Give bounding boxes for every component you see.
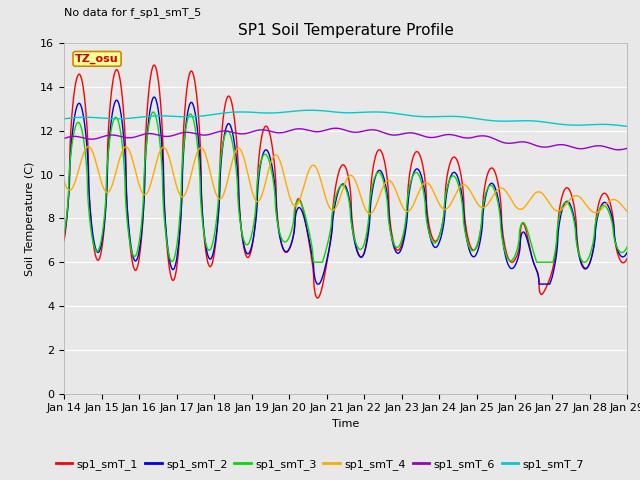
Line: sp1_smT_2: sp1_smT_2 (64, 97, 627, 284)
sp1_smT_6 (332, 125, 339, 131)
Text: TZ_osu: TZ_osu (76, 54, 119, 64)
sp1_smT_3 (161, 227, 169, 233)
sp1_smT_1 (623, 255, 631, 261)
sp1_smT_1 (60, 238, 68, 244)
sp1_smT_1 (161, 220, 169, 226)
sp1_smT_7 (161, 113, 169, 119)
sp1_smT_1 (472, 245, 480, 251)
sp1_smT_7 (623, 123, 630, 129)
sp1_smT_6 (614, 147, 622, 153)
sp1_smT_1 (325, 248, 333, 254)
Line: sp1_smT_3: sp1_smT_3 (64, 112, 627, 262)
Line: sp1_smT_4: sp1_smT_4 (64, 146, 627, 214)
sp1_smT_3 (150, 109, 157, 115)
sp1_smT_6 (504, 140, 512, 146)
sp1_smT_4 (441, 206, 449, 212)
sp1_smT_1 (623, 256, 630, 262)
sp1_smT_7 (472, 116, 480, 121)
sp1_smT_3 (623, 245, 630, 251)
sp1_smT_4 (623, 208, 631, 214)
Title: SP1 Soil Temperature Profile: SP1 Soil Temperature Profile (237, 23, 454, 38)
sp1_smT_7 (441, 114, 449, 120)
sp1_smT_4 (623, 208, 630, 214)
sp1_smT_3 (441, 197, 449, 203)
sp1_smT_6 (472, 134, 480, 140)
sp1_smT_2 (472, 252, 480, 258)
Line: sp1_smT_6: sp1_smT_6 (64, 128, 627, 150)
sp1_smT_7 (623, 123, 631, 129)
sp1_smT_2 (150, 94, 158, 100)
sp1_smT_4 (472, 199, 480, 204)
sp1_smT_7 (504, 118, 512, 124)
sp1_smT_1 (150, 62, 158, 68)
sp1_smT_2 (325, 248, 333, 254)
sp1_smT_6 (441, 132, 449, 138)
sp1_smT_3 (310, 259, 317, 265)
X-axis label: Time: Time (332, 419, 359, 429)
sp1_smT_4 (366, 211, 374, 216)
sp1_smT_3 (504, 256, 512, 262)
sp1_smT_7 (325, 108, 333, 114)
sp1_smT_2 (623, 250, 631, 255)
sp1_smT_2 (60, 233, 68, 239)
Line: sp1_smT_7: sp1_smT_7 (64, 110, 627, 126)
sp1_smT_2 (314, 281, 321, 287)
Legend: sp1_smT_1, sp1_smT_2, sp1_smT_3, sp1_smT_4, sp1_smT_6, sp1_smT_7: sp1_smT_1, sp1_smT_2, sp1_smT_3, sp1_smT… (51, 455, 589, 474)
sp1_smT_4 (161, 145, 169, 151)
sp1_smT_4 (504, 192, 512, 197)
sp1_smT_4 (325, 203, 333, 209)
sp1_smT_2 (504, 262, 512, 267)
sp1_smT_1 (314, 295, 321, 301)
sp1_smT_4 (84, 144, 92, 149)
sp1_smT_2 (441, 210, 449, 216)
sp1_smT_6 (623, 145, 630, 151)
sp1_smT_7 (306, 108, 314, 113)
sp1_smT_3 (325, 235, 333, 241)
sp1_smT_4 (60, 178, 68, 184)
sp1_smT_7 (60, 116, 68, 121)
Line: sp1_smT_1: sp1_smT_1 (64, 65, 627, 298)
sp1_smT_6 (623, 145, 631, 151)
sp1_smT_3 (60, 232, 68, 238)
sp1_smT_6 (161, 133, 169, 139)
sp1_smT_2 (623, 251, 630, 256)
sp1_smT_2 (161, 218, 169, 224)
sp1_smT_6 (324, 126, 332, 132)
sp1_smT_3 (472, 244, 480, 250)
sp1_smT_3 (623, 244, 631, 250)
sp1_smT_1 (441, 201, 449, 207)
Y-axis label: Soil Temperature (C): Soil Temperature (C) (24, 161, 35, 276)
Text: No data for f_sp1_smT_5: No data for f_sp1_smT_5 (64, 7, 201, 18)
sp1_smT_6 (60, 135, 68, 141)
sp1_smT_1 (504, 255, 512, 261)
